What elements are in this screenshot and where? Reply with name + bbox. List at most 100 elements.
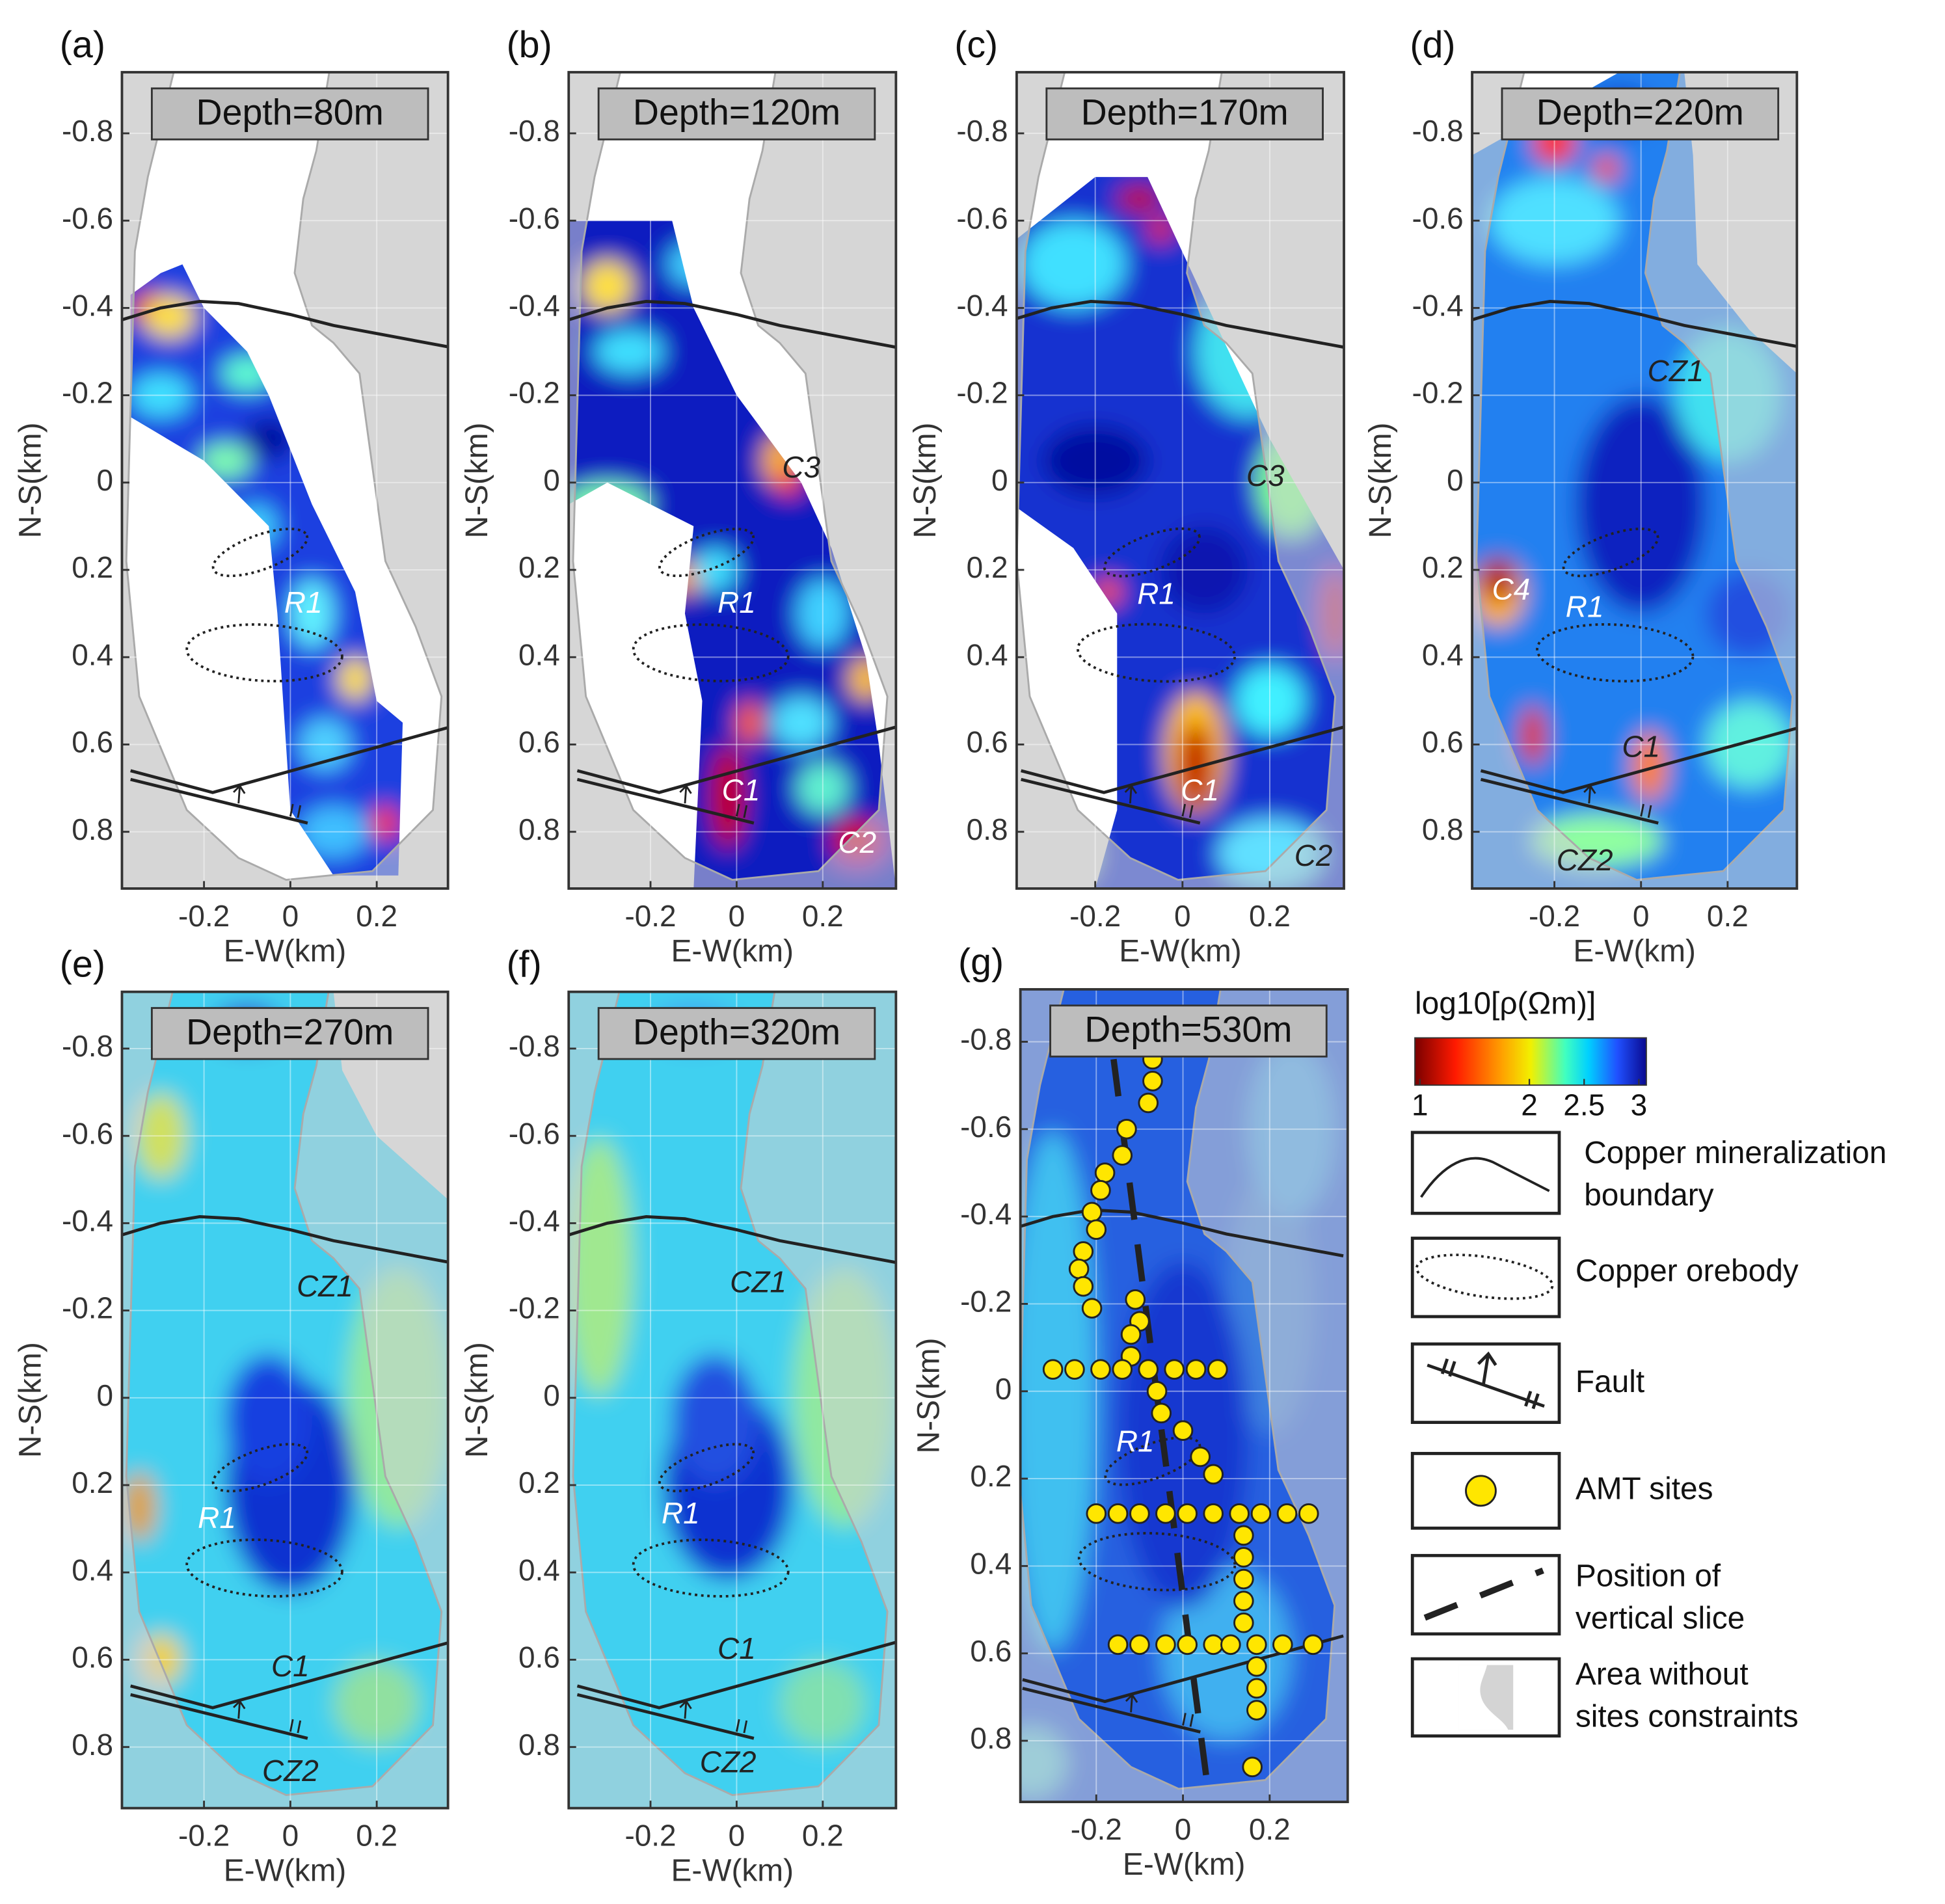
amt-site [1073, 1241, 1094, 1262]
annotation: C1 [271, 1649, 310, 1683]
amt-site [1177, 1503, 1198, 1524]
y-tick-label: 0.2 [518, 550, 560, 584]
field-blob [299, 805, 368, 858]
amt-site [1233, 1612, 1254, 1633]
y-tick-label: 0 [97, 1378, 114, 1412]
annotation: CZ1 [1648, 354, 1704, 388]
y-tick-label: -0.6 [509, 201, 560, 235]
legend-orebody-icon [1415, 1254, 1554, 1300]
y-tick-label: -0.8 [509, 1029, 560, 1063]
y-tick-label: -0.6 [509, 1116, 560, 1150]
y-tick-label: 0 [1447, 463, 1464, 497]
orebody [1536, 623, 1695, 683]
x-axis-label: E-W(km) [671, 934, 794, 969]
colorbar-label: log10[ρ(Ωm)] [1415, 986, 1596, 1021]
y-tick-label: -0.2 [960, 1285, 1012, 1319]
amt-site [1203, 1503, 1224, 1524]
panel-frame [567, 990, 898, 1810]
amt-site [1064, 1359, 1085, 1380]
panel-frame [1471, 71, 1799, 890]
amt-site [1220, 1634, 1241, 1656]
mineralization-boundary [569, 299, 896, 349]
annotation: R1 [284, 585, 323, 619]
x-axis-label: E-W(km) [671, 1854, 794, 1888]
field-blob [797, 762, 849, 814]
field-blob [135, 1092, 187, 1179]
fault-ticks [736, 803, 748, 818]
field-blob [569, 1137, 634, 1397]
fault-ticks [289, 803, 302, 818]
legend-area-white [1458, 1665, 1509, 1730]
y-tick-label: 0.2 [518, 1466, 560, 1499]
panel-label: (c) [954, 24, 998, 66]
legend-label: Position of [1576, 1559, 1721, 1593]
orebody [211, 528, 309, 578]
panel: C3 R1 C1 C2 -0.2 0 0.2 -0.8 -0.6 -0.4 -0.2 0 0.2 0.4 0… [460, 24, 898, 969]
annotation: C4 [1492, 572, 1531, 606]
colorbar-group: log10[ρ(Ωm)] 1 2 2.5 3 [1412, 986, 1647, 1121]
fault [1480, 777, 1659, 825]
amt-site [1090, 1359, 1111, 1380]
y-tick-label: 0 [991, 463, 1008, 497]
annotation: C1 [1622, 729, 1660, 763]
fault-ticks [1182, 1713, 1194, 1727]
legend-box [1410, 1131, 1561, 1215]
panel-frame [567, 71, 898, 890]
y-axis-label: N-S(km) [13, 423, 47, 539]
amt-site [1081, 1298, 1103, 1319]
x-tick-label: 0.2 [802, 1819, 844, 1853]
panel: R1 -0.2 0 0.2 -0.8 -0.6 -0.4 -0.2 0 0.2 0.4 0.6 0.8 E… [912, 941, 1349, 1882]
legend-boundary-icon [1420, 1157, 1550, 1198]
amt-site [1086, 1219, 1107, 1240]
amt-site [1068, 1258, 1090, 1280]
y-tick-label: 0.6 [72, 1641, 113, 1674]
annotation: CZ1 [297, 1269, 353, 1303]
y-tick-label: -0.2 [1412, 376, 1464, 410]
field-blob [338, 657, 373, 701]
orebody [658, 1443, 755, 1493]
x-tick-label: 0 [1175, 1812, 1192, 1846]
no-constraint-overlay [569, 72, 896, 889]
y-tick-label: -0.2 [62, 376, 113, 410]
panel-frame [120, 990, 449, 1810]
field-blob [372, 805, 399, 840]
legend-fault-icon [1427, 1351, 1545, 1410]
amt-site [1229, 1503, 1250, 1524]
field-blob [1043, 425, 1148, 496]
amt-site [1298, 1503, 1319, 1524]
amt-site [1073, 1276, 1094, 1297]
plot-area [569, 72, 896, 889]
legend-label: sites constraints [1576, 1700, 1799, 1734]
amt-site [1242, 1756, 1263, 1778]
x-tick-label: 0 [729, 899, 745, 933]
x-tick-label: 0.2 [802, 899, 844, 933]
y-tick-label: 0.6 [967, 725, 1008, 759]
x-tick-label: -0.2 [1071, 1812, 1122, 1846]
annotation: C2 [838, 825, 876, 859]
no-constraint-overlay [569, 991, 896, 1808]
orebody [632, 623, 790, 682]
annotation: C3 [1246, 459, 1285, 492]
legend-site-icon [1465, 1475, 1497, 1507]
amt-site [1129, 1503, 1150, 1524]
field-blob [1489, 177, 1620, 264]
mineralization-boundary [576, 1641, 896, 1710]
panel: CZ1 R1 C1 CZ2 -0.2 0 0.2 -0.8 -0.6 -0.4 -0.2 0 0.2 0.… [13, 944, 449, 1888]
y-axis-label: N-S(km) [908, 423, 943, 539]
mineralization-boundary [122, 1214, 448, 1264]
y-tick-label: 0.6 [72, 725, 113, 759]
x-tick-label: -0.2 [1529, 899, 1580, 933]
mineralization-boundary [130, 726, 448, 794]
y-tick-label: -0.8 [956, 114, 1008, 148]
orebody [632, 1538, 790, 1598]
panel: CZ1 R1 C1 CZ2 -0.2 0 0.2 -0.8 -0.6 -0.4 -0.2 0 0.2 0.… [460, 944, 898, 1888]
amt-site [1155, 1634, 1176, 1656]
panel: C3 R1 C1 C2 -0.2 0 0.2 -0.8 -0.6 -0.4 -0.2 0 0.2 0.4 0… [908, 24, 1345, 969]
field-blob [1160, 526, 1248, 614]
y-tick-label: 0.8 [518, 1728, 560, 1762]
annotation: CZ1 [730, 1265, 786, 1298]
no-constraint-overlay [122, 72, 448, 889]
mineralization-boundary [122, 299, 448, 349]
y-tick-label: 0.8 [518, 812, 560, 846]
x-axis-label: E-W(km) [1123, 1847, 1246, 1882]
